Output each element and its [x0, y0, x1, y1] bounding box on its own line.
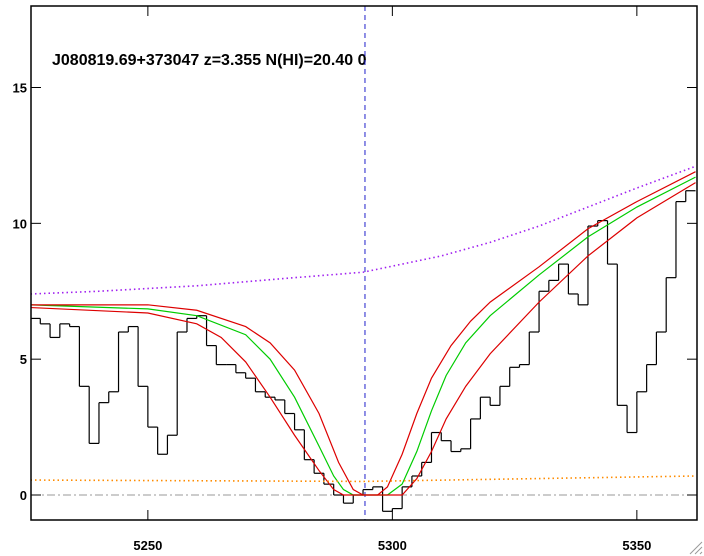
y-tick-label: 10 — [13, 216, 27, 231]
y-tick-label: 5 — [20, 352, 27, 367]
model-curve — [31, 171, 696, 496]
x-tick-label: 5250 — [133, 538, 162, 553]
x-tick-label: 5350 — [622, 538, 651, 553]
plot-area — [31, 6, 697, 520]
y-tick-label: 0 — [20, 488, 27, 503]
chart-title: J080819.69+373047 z=3.355 N(HI)=20.40 0 — [52, 52, 367, 69]
x-tick-label: 5300 — [378, 538, 407, 553]
dotted-curve — [31, 475, 696, 483]
dotted-curve — [31, 165, 696, 295]
plot-frame — [30, 5, 698, 521]
y-tick-label: 15 — [13, 81, 27, 96]
model-curve — [31, 182, 696, 496]
resize-grip — [689, 541, 703, 555]
